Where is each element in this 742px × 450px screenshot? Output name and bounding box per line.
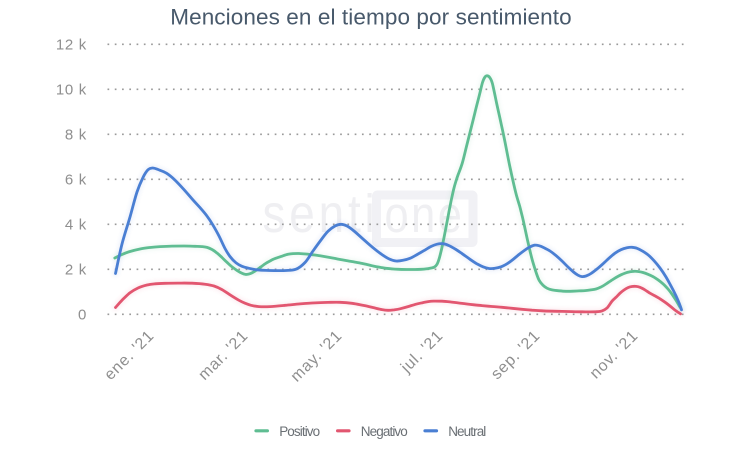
svg-text:Positivo: Positivo: [279, 424, 319, 439]
svg-text:4 k: 4 k: [65, 216, 87, 233]
svg-text:Menciones en el tiempo por sen: Menciones en el tiempo por sentimiento: [170, 5, 572, 30]
svg-text:0: 0: [78, 306, 87, 323]
svg-text:2 k: 2 k: [65, 261, 87, 278]
svg-text:8 k: 8 k: [65, 126, 87, 143]
svg-text:10 k: 10 k: [56, 81, 87, 98]
svg-text:6 k: 6 k: [65, 171, 87, 188]
svg-text:Neutral: Neutral: [448, 424, 486, 439]
svg-text:Negativo: Negativo: [361, 424, 407, 439]
svg-text:12 k: 12 k: [56, 36, 87, 53]
